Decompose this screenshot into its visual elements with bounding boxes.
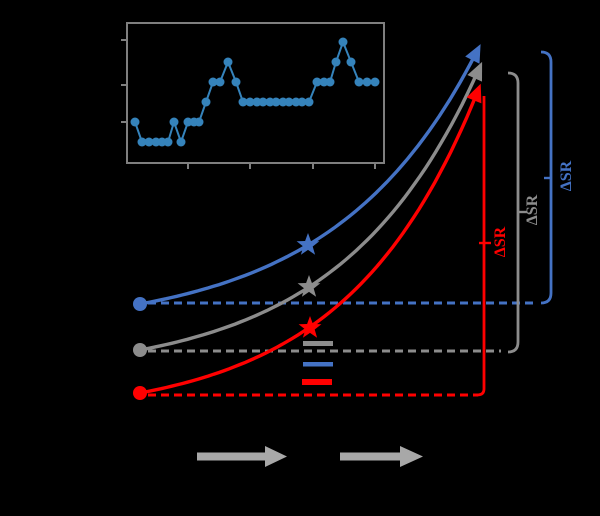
inset-data-point [297, 97, 307, 107]
inset-data-point [163, 137, 173, 147]
inset-data-point [338, 37, 348, 47]
blue-curve [138, 51, 478, 306]
inset-data-point [137, 137, 147, 147]
inset-data-point [331, 57, 341, 67]
inset-border [126, 22, 385, 164]
inset-data-point [312, 77, 322, 87]
process-arrow-1 [197, 446, 287, 467]
legend-swatch-2 [302, 379, 332, 385]
red-curve-arrowhead-marker [466, 83, 482, 104]
gray-curve [138, 69, 480, 352]
inset-data-point [201, 97, 211, 107]
gray-curve-arrowhead-marker [467, 61, 483, 82]
inset-data-point [169, 117, 179, 127]
process-arrow-2 [340, 446, 423, 467]
red-curve-star-marker [298, 316, 322, 338]
inset-data-point [144, 137, 154, 147]
inset-data-point [194, 117, 204, 127]
inset-data-point [231, 77, 241, 87]
gray-curve-star-marker [297, 275, 321, 297]
inset-trace-line [134, 39, 375, 146]
inset-data-point [176, 137, 186, 147]
gray-curve-start-circle-marker [133, 343, 147, 357]
inset-data-point [325, 77, 335, 87]
delta-sr-label-red: ΔSR [492, 226, 509, 258]
red-curve-start-circle-marker [133, 386, 147, 400]
blue-curve-star-marker [296, 233, 320, 255]
inset-data-point [238, 97, 248, 107]
delta-sr-label-gray: ΔSR [524, 194, 541, 226]
inset-data-point [130, 117, 140, 127]
inset-data-point [208, 77, 218, 87]
red-curve-delta-bracket [476, 96, 486, 397]
blue-curve-start-circle-marker [133, 297, 147, 311]
delta-sr-label-blue: ΔSR [558, 160, 575, 192]
blue-curve-arrowhead-marker [465, 44, 481, 64]
inset-data-point [346, 57, 356, 67]
inset-data-point [362, 77, 372, 87]
legend-swatch-0 [303, 341, 333, 346]
inset-data-point [370, 77, 380, 87]
inset-data-point [258, 97, 268, 107]
inset-data-point [245, 97, 255, 107]
gray-curve-delta-bracket [507, 71, 520, 354]
inset-data-point [223, 57, 233, 67]
inset-data-point [354, 77, 364, 87]
inset-data-point [284, 97, 294, 107]
legend-swatch-1 [303, 362, 333, 367]
inset-data-point [271, 97, 281, 107]
inset-data-point [304, 97, 314, 107]
inset-data-point [215, 77, 225, 87]
